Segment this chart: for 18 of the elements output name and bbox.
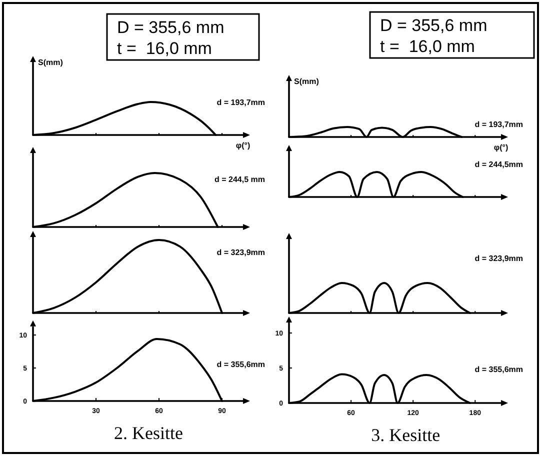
y-axis-title: S(mm): [294, 77, 320, 86]
text: 2. Kesitte: [114, 423, 183, 443]
text: d = 244,5mm: [474, 160, 523, 169]
series-label: d = 193,7mm: [474, 120, 523, 129]
text: t = 16,0 mm: [117, 39, 212, 58]
x-axis-title: φ(°): [494, 143, 508, 152]
series-label: d = 355,6mm: [216, 360, 265, 369]
text: d = 323,9mm: [216, 248, 265, 257]
text: D = 355,6 mm: [380, 16, 488, 35]
text: d = 193,7mm: [216, 98, 265, 107]
y-axis-title: S(mm): [38, 58, 64, 67]
text: 3. Kesitte: [371, 425, 440, 445]
text: d = 323,9mm: [474, 254, 523, 263]
text: d = 355,6mm: [474, 365, 523, 374]
text: t = 16,0 mm: [380, 37, 475, 56]
text: d = 244,5 mm: [214, 175, 265, 184]
x-axis-title: φ(°): [236, 141, 250, 150]
text: D = 355,6 mm: [117, 18, 224, 37]
